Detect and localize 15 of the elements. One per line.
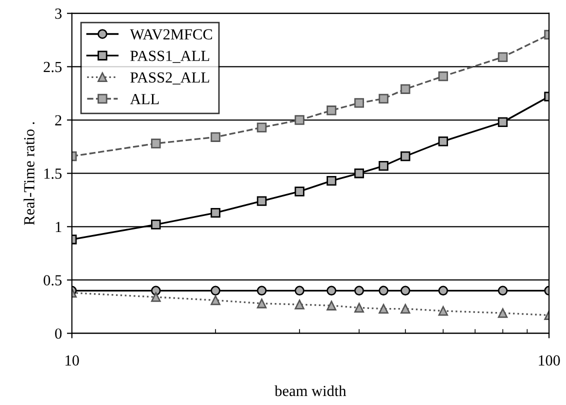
x-tick-label: 100 [538,355,560,366]
y-tick-label: 1 [56,222,62,232]
y-tick-label: 2 [55,115,62,126]
y-tick-label: 1.5 [44,168,62,179]
y-tick-label: 3 [55,8,62,19]
y-tick-label: 2.5 [44,62,62,72]
legend-label: WAV2MFCC [130,29,212,40]
x-tick-label: 10 [66,355,79,366]
x-axis-title: beam width [274,385,346,396]
y-axis-title: Real-Time ratio . [24,122,34,226]
y-tick-label: 0 [55,328,62,339]
legend-label: ALL [130,94,159,104]
y-tick-label: 0.5 [44,275,62,286]
legend-label: PASS1_ALL [130,50,210,63]
legend-label: PASS2_ALL [130,72,210,84]
